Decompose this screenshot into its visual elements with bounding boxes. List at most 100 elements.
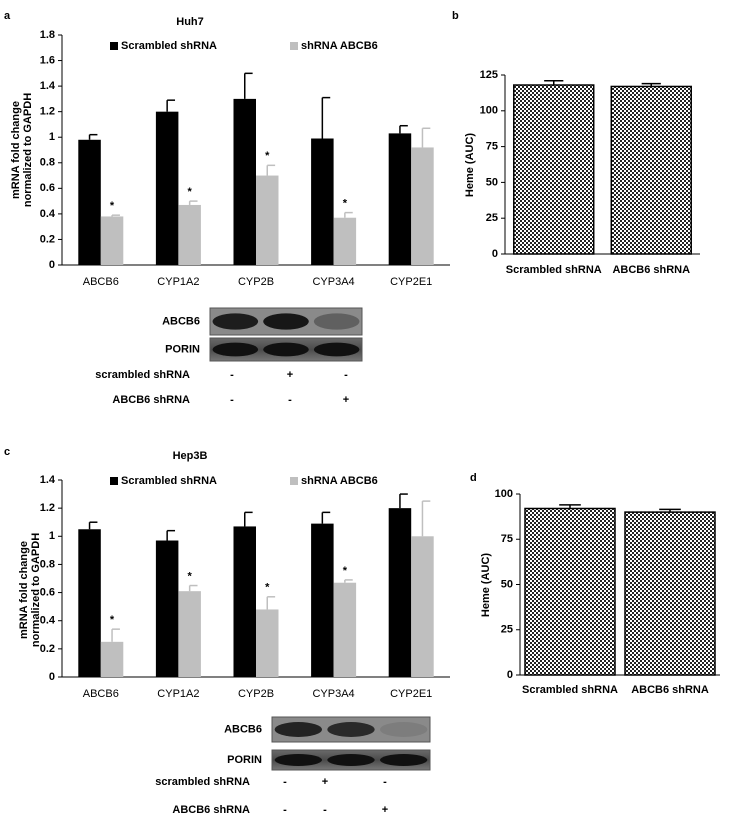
blot-band	[212, 313, 259, 330]
y-tick-label: 0.2	[40, 233, 55, 245]
y-tick-label: 50	[486, 176, 498, 188]
panel-letter: b	[452, 10, 459, 22]
bar	[155, 111, 179, 266]
chart-title: Huh7	[176, 16, 204, 28]
legend-label: Scrambled shRNA	[121, 475, 217, 487]
y-tick-label: 0.6	[40, 182, 55, 194]
bar	[100, 641, 124, 677]
blot-band	[313, 313, 360, 330]
bar	[178, 204, 201, 265]
blot-band	[263, 342, 309, 357]
condition-sign: -	[283, 804, 287, 816]
bar	[624, 511, 716, 676]
condition-sign: +	[322, 776, 328, 788]
chart-title: Hep3B	[173, 450, 208, 462]
blot-band	[212, 342, 259, 357]
x-tick-label: ABCB6	[83, 688, 119, 700]
legend-swatch	[290, 42, 298, 50]
y-tick-label: 75	[501, 533, 513, 545]
x-tick-label: CYP1A2	[157, 276, 199, 288]
bar	[411, 536, 434, 677]
significance-mark: *	[188, 186, 193, 198]
y-axis-label-line: Heme (AUC)	[480, 553, 492, 618]
y-axis-label: Heme (AUC)	[464, 133, 476, 198]
y-tick-label: 100	[495, 488, 513, 500]
y-axis-label-line: mRNA fold change	[18, 541, 30, 639]
y-tick-label: 0	[49, 259, 55, 271]
panel-letter: c	[4, 446, 10, 458]
y-axis-label-line: normalized to GAPDH	[22, 93, 34, 207]
bar	[311, 523, 334, 677]
x-tick-label: Scrambled shRNA	[506, 264, 602, 276]
blot-band	[327, 754, 375, 766]
bar	[610, 85, 692, 255]
bar	[256, 609, 279, 677]
y-tick-label: 125	[480, 69, 498, 81]
x-tick-label: CYP2B	[238, 276, 274, 288]
condition-label: ABCB6 shRNA	[172, 804, 250, 816]
bar	[233, 98, 256, 265]
y-tick-label: 1.4	[40, 474, 56, 486]
bar	[411, 147, 434, 265]
panel-letter: a	[4, 10, 11, 22]
significance-mark: *	[265, 150, 270, 162]
x-tick-label: CYP3A4	[312, 276, 354, 288]
x-tick-label: ABCB6	[83, 276, 119, 288]
bar	[513, 84, 595, 255]
significance-mark: *	[265, 582, 270, 594]
significance-mark: *	[343, 565, 348, 577]
y-tick-label: 1.2	[40, 106, 55, 118]
y-tick-label: 0.6	[40, 586, 55, 598]
bar	[178, 591, 201, 677]
legend-swatch	[110, 477, 118, 485]
bar	[311, 138, 334, 265]
x-tick-label: ABCB6 shRNA	[631, 684, 709, 696]
blot-band	[379, 754, 428, 766]
y-tick-label: 50	[501, 578, 513, 590]
condition-sign: -	[230, 394, 234, 406]
y-tick-label: 1	[49, 530, 55, 542]
condition-label: scrambled shRNA	[95, 369, 190, 381]
x-tick-label: CYP2E1	[390, 688, 432, 700]
legend-swatch	[290, 477, 298, 485]
y-tick-label: 0	[507, 669, 513, 681]
legend-label: shRNA ABCB6	[301, 40, 378, 52]
condition-sign: +	[287, 369, 293, 381]
x-tick-label: CYP2B	[238, 688, 274, 700]
blot-band	[274, 754, 323, 766]
legend-label: shRNA ABCB6	[301, 475, 378, 487]
y-axis-label-line: Heme (AUC)	[464, 133, 476, 198]
condition-sign: +	[382, 804, 388, 816]
bar	[155, 540, 179, 677]
y-axis-label: mRNA fold changenormalized to GAPDH	[10, 93, 34, 207]
y-tick-label: 0	[49, 671, 55, 683]
bar	[333, 217, 357, 265]
blot-band	[263, 313, 309, 330]
y-tick-label: 75	[486, 141, 498, 153]
blot-label: PORIN	[227, 754, 262, 766]
bar	[78, 139, 101, 265]
y-tick-label: 0.4	[40, 615, 56, 627]
y-tick-label: 0.2	[40, 643, 55, 655]
significance-mark: *	[343, 198, 348, 210]
y-tick-label: 25	[486, 212, 498, 224]
condition-sign: +	[343, 394, 349, 406]
condition-label: scrambled shRNA	[155, 776, 250, 788]
y-tick-label: 0.8	[40, 157, 55, 169]
bar	[333, 582, 357, 677]
y-tick-label: 1	[49, 131, 55, 143]
significance-mark: *	[188, 570, 193, 582]
blot-band	[313, 342, 360, 357]
legend-swatch	[110, 42, 118, 50]
bar	[100, 216, 124, 265]
condition-sign: -	[323, 804, 327, 816]
y-axis-label-line: mRNA fold change	[10, 101, 22, 199]
y-tick-label: 1.2	[40, 502, 55, 514]
y-tick-label: 1.8	[40, 29, 55, 41]
blot-label: PORIN	[165, 343, 200, 355]
y-tick-label: 0.8	[40, 558, 55, 570]
blot-label: ABCB6	[224, 723, 262, 735]
y-tick-label: 1.6	[40, 54, 55, 66]
x-tick-label: ABCB6 shRNA	[612, 264, 690, 276]
y-tick-label: 1.4	[40, 80, 56, 92]
